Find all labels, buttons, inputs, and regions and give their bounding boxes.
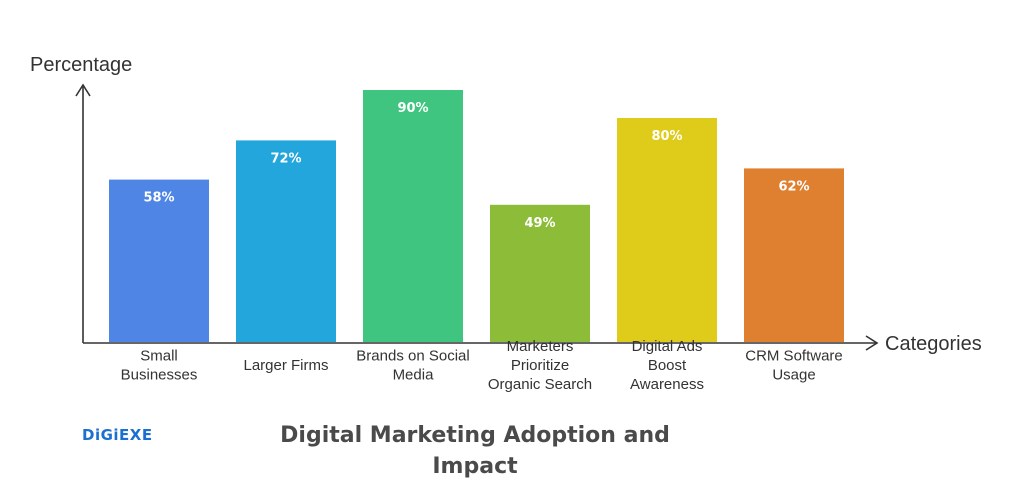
category-label: CRM Software [745, 348, 843, 365]
bar-value-label: 90% [397, 101, 428, 116]
bar-value-label: 62% [778, 179, 809, 194]
bar-1 [109, 179, 209, 342]
x-axis-title: Categories [885, 333, 982, 355]
category-label: Marketers [507, 338, 574, 355]
category-label: Boost [648, 357, 687, 374]
brand-logo: DiGiEXE [82, 426, 153, 444]
bar-5 [617, 118, 717, 342]
category-label: Larger Firms [243, 357, 328, 374]
bars-group: 58% 72% 90% 49% 80% 62% [109, 90, 844, 342]
category-label: Usage [772, 367, 815, 384]
category-label: Small [140, 348, 178, 365]
bar-value-label: 72% [270, 151, 301, 166]
category-label: Digital Ads [632, 338, 703, 355]
bar-2 [236, 140, 336, 342]
category-label: Brands on Social [356, 348, 469, 365]
category-label: Media [393, 367, 435, 384]
category-label: Organic Search [488, 376, 592, 393]
bar-6 [744, 168, 844, 342]
bar-3 [363, 90, 463, 342]
x-axis-arrow-icon [865, 335, 879, 351]
y-axis-title: Percentage [30, 54, 132, 76]
axes-group: Percentage Categories [30, 54, 982, 355]
category-label: Awareness [630, 376, 704, 393]
bar-value-label: 58% [143, 191, 174, 206]
bar-value-label: 80% [651, 129, 682, 144]
bar-4 [490, 204, 590, 342]
chart-title: Digital Marketing Adoption and Impact [280, 423, 670, 479]
category-label: Businesses [121, 367, 198, 384]
y-axis-arrow-icon [75, 83, 91, 97]
bar-value-label: 49% [524, 216, 555, 231]
category-labels-group: Small Businesses Larger Firms Brands on Soc… [121, 338, 843, 393]
category-label: Prioritize [511, 357, 569, 374]
